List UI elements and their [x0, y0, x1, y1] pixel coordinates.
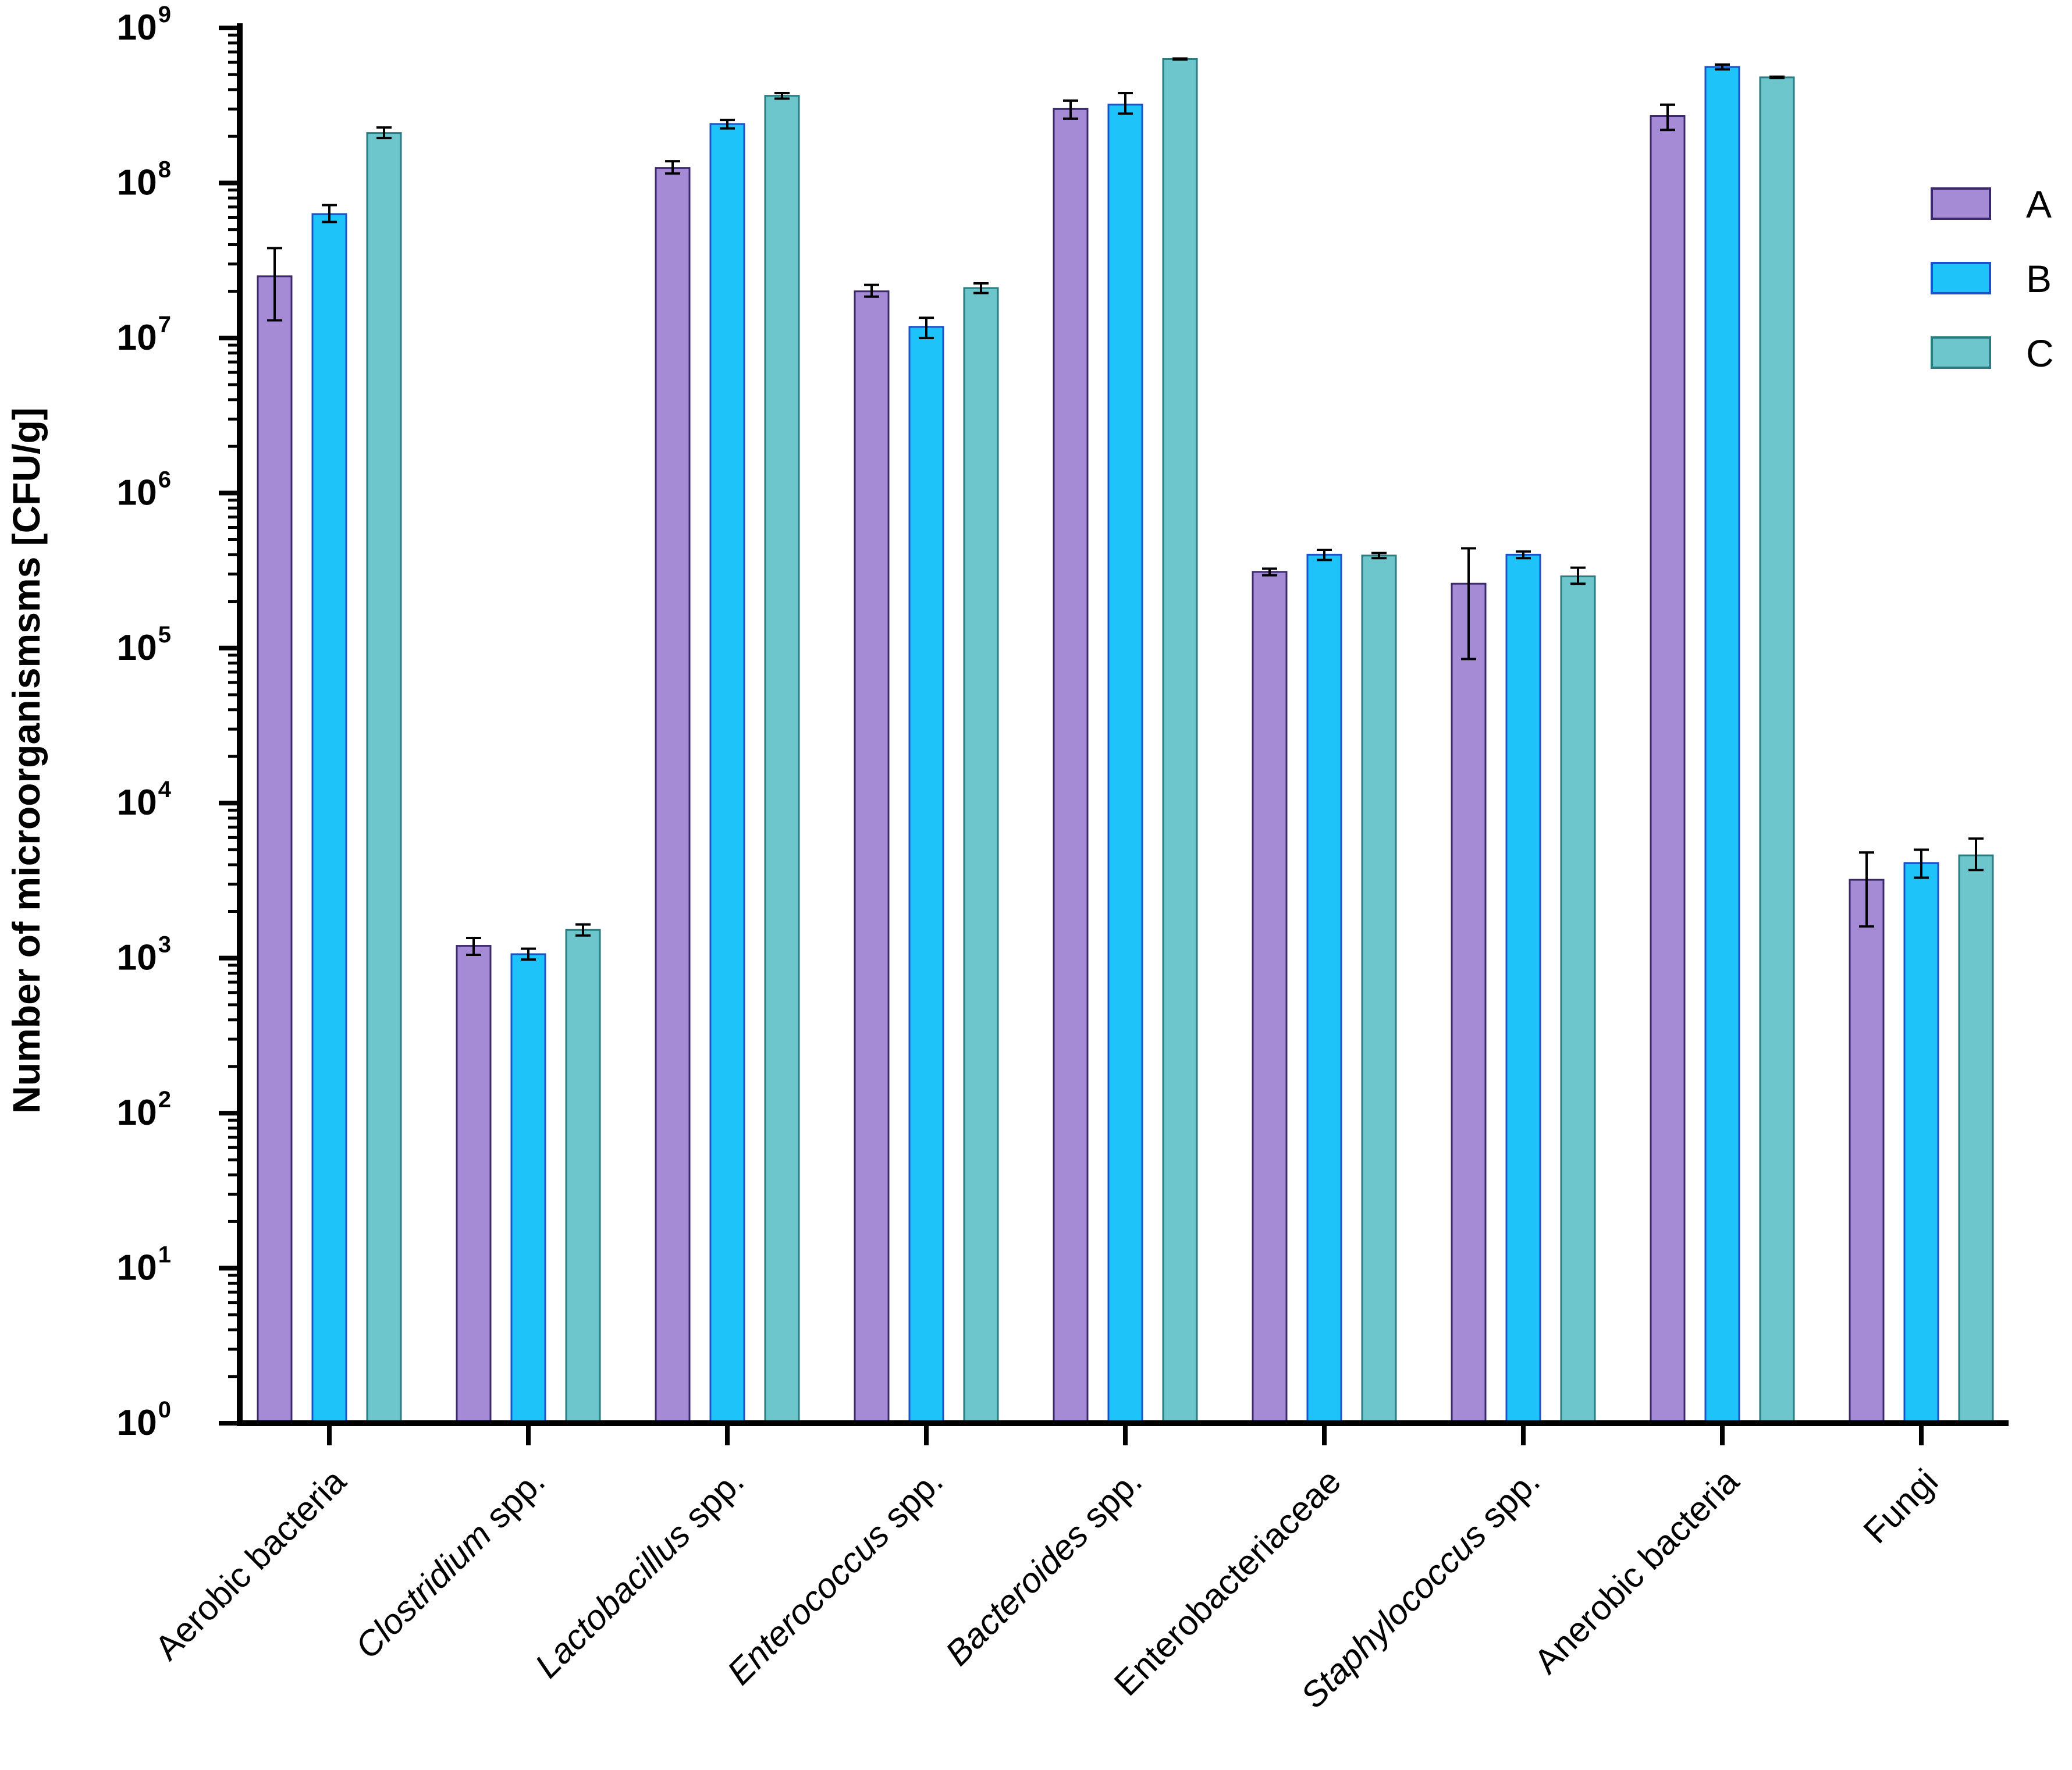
y-tick-label: 100: [117, 1397, 171, 1443]
y-tick-exponent: 5: [158, 622, 171, 648]
legend-label-b: B: [2026, 257, 2052, 300]
bar-b-2: [709, 123, 745, 1424]
y-tick-label: 101: [117, 1242, 171, 1288]
x-tick-label-text: Enterobacteriaceae: [1107, 1462, 1348, 1703]
x-tick-label-italic: Clostridium: [348, 1515, 499, 1666]
y-tick-exponent: 4: [158, 777, 172, 802]
y-tick-exponent: 9: [158, 2, 171, 27]
x-tick-label-text: Fungi: [1856, 1462, 1946, 1551]
y-tick-label: 104: [117, 777, 172, 823]
x-tick-label-text: Aerobic bacteria: [147, 1461, 353, 1667]
bar-b-1: [510, 953, 546, 1424]
bar-a-8: [1849, 879, 1885, 1424]
bar-b-7: [1704, 66, 1740, 1424]
legend-label-c: C: [2026, 332, 2054, 375]
bar-a-2: [655, 167, 691, 1424]
x-tick-label-italic: Enterococcus: [720, 1515, 897, 1692]
legend-label-a: A: [2026, 183, 2052, 226]
x-tick-label-italic: Lactobacillus: [528, 1515, 698, 1686]
bar-b-5: [1306, 553, 1342, 1424]
bar-b-4: [1107, 104, 1143, 1424]
bar-a-5: [1252, 571, 1288, 1424]
bar-c-6: [1560, 575, 1596, 1424]
x-tick-label: Aerobic bacteria: [147, 1461, 353, 1667]
y-tick-label: 107: [117, 312, 171, 358]
bar-c-7: [1759, 76, 1795, 1424]
y-tick-label: 109: [117, 2, 171, 48]
bar-a-4: [1053, 108, 1089, 1424]
bar-c-0: [366, 132, 402, 1424]
bar-a-7: [1650, 115, 1686, 1424]
legend-swatch-a: [1931, 187, 1991, 220]
legend-swatch-b: [1931, 262, 1991, 294]
y-tick-exponent: 2: [158, 1087, 171, 1113]
error-bars: [267, 57, 1984, 961]
bars: [257, 58, 1994, 1424]
bar-c-4: [1162, 58, 1198, 1424]
x-tick-label-text: Anerobic bacteria: [1527, 1461, 1747, 1681]
bar-b-0: [311, 213, 347, 1424]
y-tick-exponent: 6: [158, 467, 171, 492]
y-tick-exponent: 7: [158, 312, 171, 337]
x-tick-label-italic: Bacteroides: [938, 1515, 1096, 1673]
x-tick-label: Enterococcus spp.: [720, 1462, 950, 1692]
legend: ABC: [1931, 183, 2054, 375]
bar-c-3: [963, 287, 999, 1424]
y-tick-label: 108: [117, 157, 171, 202]
x-tick-label: Anerobic bacteria: [1527, 1461, 1747, 1681]
bar-a-1: [456, 945, 492, 1424]
bar-c-1: [565, 929, 601, 1424]
x-tick-label: Clostridium spp.: [348, 1462, 553, 1666]
y-tick-exponent: 1: [158, 1242, 171, 1268]
y-tick-label: 105: [117, 622, 171, 668]
bar-c-2: [764, 95, 800, 1424]
x-tick-label: Enterobacteriaceae: [1107, 1462, 1348, 1703]
x-tick-label: Fungi: [1856, 1462, 1946, 1551]
bar-b-3: [908, 326, 944, 1424]
bar-c-8: [1958, 854, 1994, 1424]
legend-swatch-c: [1931, 336, 1991, 369]
bar-a-6: [1451, 582, 1487, 1424]
x-tick-label: Bacteroides spp.: [938, 1462, 1149, 1673]
x-tick-label-italic: Staphylococcus: [1293, 1515, 1494, 1716]
bar-b-8: [1903, 862, 1939, 1424]
y-tick-exponent: 0: [158, 1397, 171, 1423]
y-tick-label: 103: [117, 932, 171, 978]
bar-a-3: [854, 290, 890, 1424]
x-tick-label: Lactobacillus spp.: [528, 1462, 752, 1686]
y-tick-label: 102: [117, 1087, 171, 1133]
y-tick-label: 106: [117, 467, 171, 513]
y-axis-label: Number of microorganismsms [CFU/g]: [5, 407, 48, 1114]
y-tick-exponent: 3: [158, 932, 171, 958]
bar-b-6: [1505, 553, 1541, 1424]
y-tick-exponent: 8: [158, 157, 171, 182]
bar-a-0: [257, 275, 293, 1424]
bar-c-5: [1361, 555, 1397, 1424]
